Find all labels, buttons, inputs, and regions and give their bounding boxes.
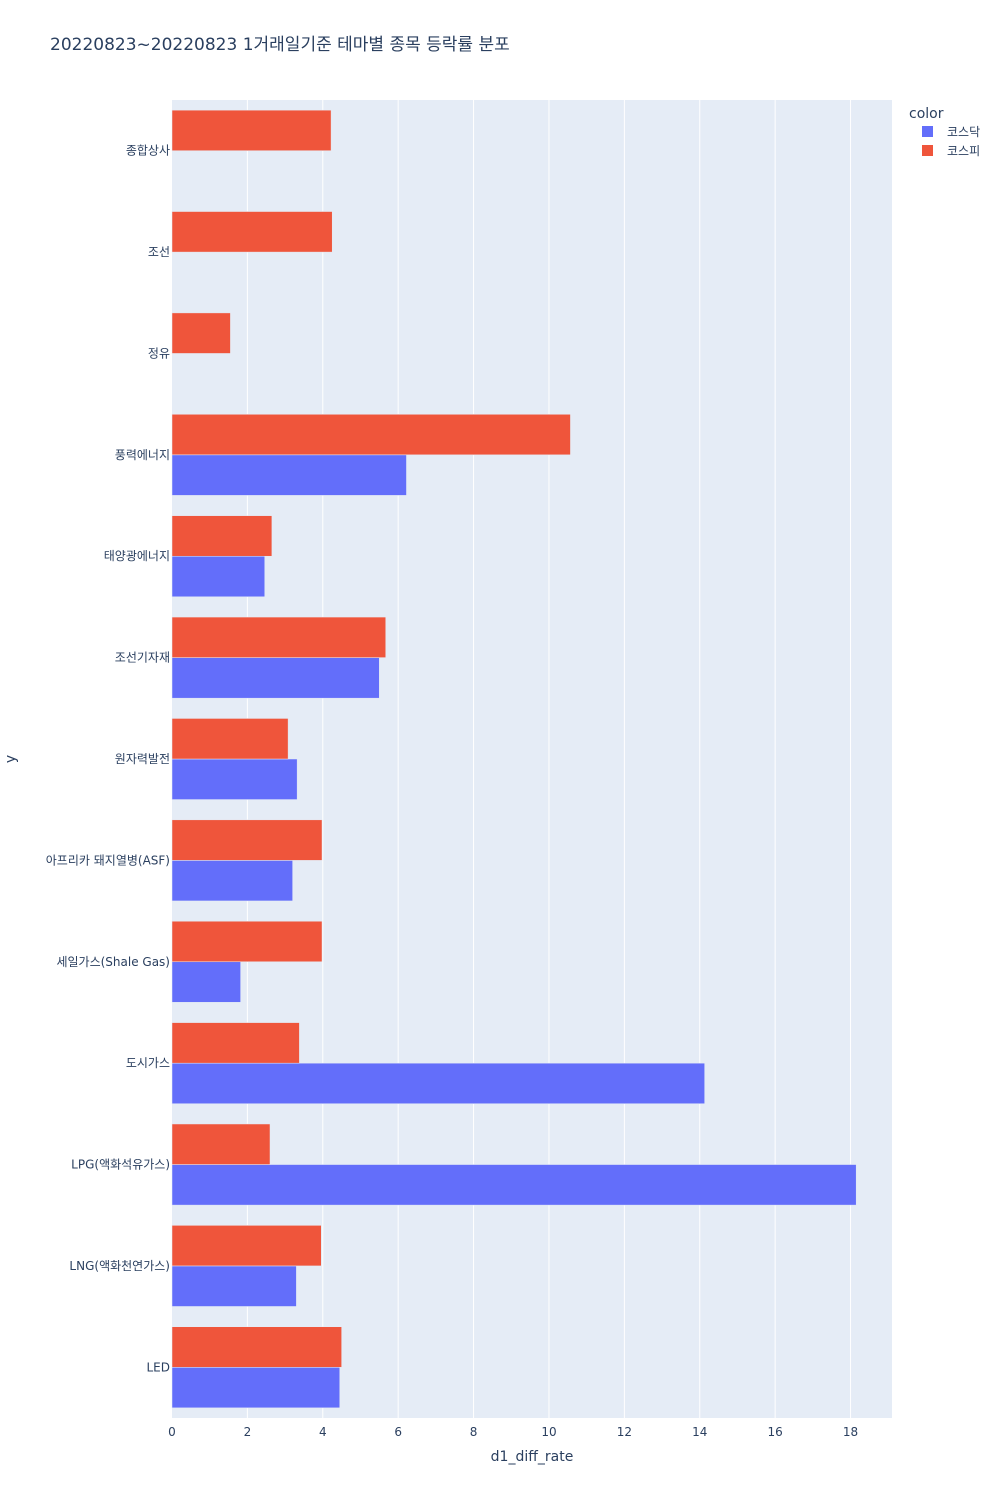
bar-코스닥[interactable]	[171, 1164, 857, 1206]
x-axis-title: d1_diff_rate	[491, 1449, 574, 1465]
bar-코스닥[interactable]	[171, 454, 407, 496]
x-tick-label: 16	[768, 1425, 783, 1439]
legend-label[interactable]: 코스닥	[947, 125, 980, 139]
bar-코스피[interactable]	[171, 312, 231, 354]
bar-코스피[interactable]	[171, 414, 571, 456]
y-tick-label: 종합상사	[126, 144, 170, 158]
y-tick-label: LED	[146, 1360, 170, 1374]
bar-코스피[interactable]	[171, 1326, 342, 1368]
bar-코스닥[interactable]	[171, 555, 265, 598]
x-tick-label: 6	[394, 1425, 402, 1439]
bar-코스닥[interactable]	[171, 657, 380, 699]
bar-코스피[interactable]	[171, 920, 323, 963]
bar-코스닥[interactable]	[171, 961, 241, 1003]
bars	[171, 109, 857, 1409]
x-tick-label: 12	[617, 1425, 632, 1439]
y-tick-label: 도시가스	[126, 1056, 170, 1070]
x-axis-ticks: 0 2 4 6 8 10 12 14 16 18	[168, 1425, 858, 1439]
bar-코스닥[interactable]	[171, 1265, 297, 1307]
y-tick-label: LNG(액화천연가스)	[69, 1258, 170, 1273]
x-tick-label: 10	[541, 1425, 556, 1439]
legend-swatch[interactable]	[922, 126, 933, 137]
legend-title: color	[909, 106, 944, 122]
bar-코스피[interactable]	[171, 718, 289, 760]
y-tick-label: 아프리카 돼지열병(ASF)	[46, 853, 170, 867]
bar-코스피[interactable]	[171, 109, 332, 151]
bar-코스피[interactable]	[171, 211, 333, 253]
y-axis-title: y	[3, 755, 19, 763]
bar-코스닥[interactable]	[171, 860, 293, 902]
y-tick-label: 태양광에너지	[104, 549, 170, 563]
x-tick-label: 8	[470, 1425, 478, 1439]
x-tick-label: 14	[692, 1425, 707, 1439]
y-tick-label: 원자력발전	[115, 752, 170, 766]
y-tick-label: 조선기자재	[115, 651, 170, 665]
legend-swatch[interactable]	[922, 145, 933, 156]
y-tick-label: 풍력에너지	[115, 448, 170, 462]
bar-코스피[interactable]	[171, 1022, 300, 1064]
chart-title: 20220823~20220823 1거래일기준 테마별 종목 등락률 분포	[50, 35, 510, 55]
y-tick-label: 조선	[148, 245, 170, 259]
bar-코스닥[interactable]	[171, 1367, 340, 1409]
bar-코스피[interactable]	[171, 515, 273, 557]
x-tick-label: 4	[319, 1425, 327, 1439]
y-tick-label: LPG(액화석유가스)	[71, 1158, 170, 1172]
x-tick-label: 0	[168, 1425, 176, 1439]
y-tick-label: 세일가스(Shale Gas)	[56, 955, 170, 969]
bar-코스피[interactable]	[171, 819, 323, 861]
bar-코스피[interactable]	[171, 1123, 271, 1165]
bar-코스피[interactable]	[171, 1225, 322, 1267]
bar-코스닥[interactable]	[171, 758, 298, 800]
bar-코스피[interactable]	[171, 616, 386, 658]
x-tick-label: 18	[843, 1425, 858, 1439]
y-tick-label: 정유	[148, 346, 170, 360]
bar-코스닥[interactable]	[171, 1062, 705, 1104]
x-tick-label: 2	[244, 1425, 252, 1439]
legend-label[interactable]: 코스피	[947, 144, 980, 158]
